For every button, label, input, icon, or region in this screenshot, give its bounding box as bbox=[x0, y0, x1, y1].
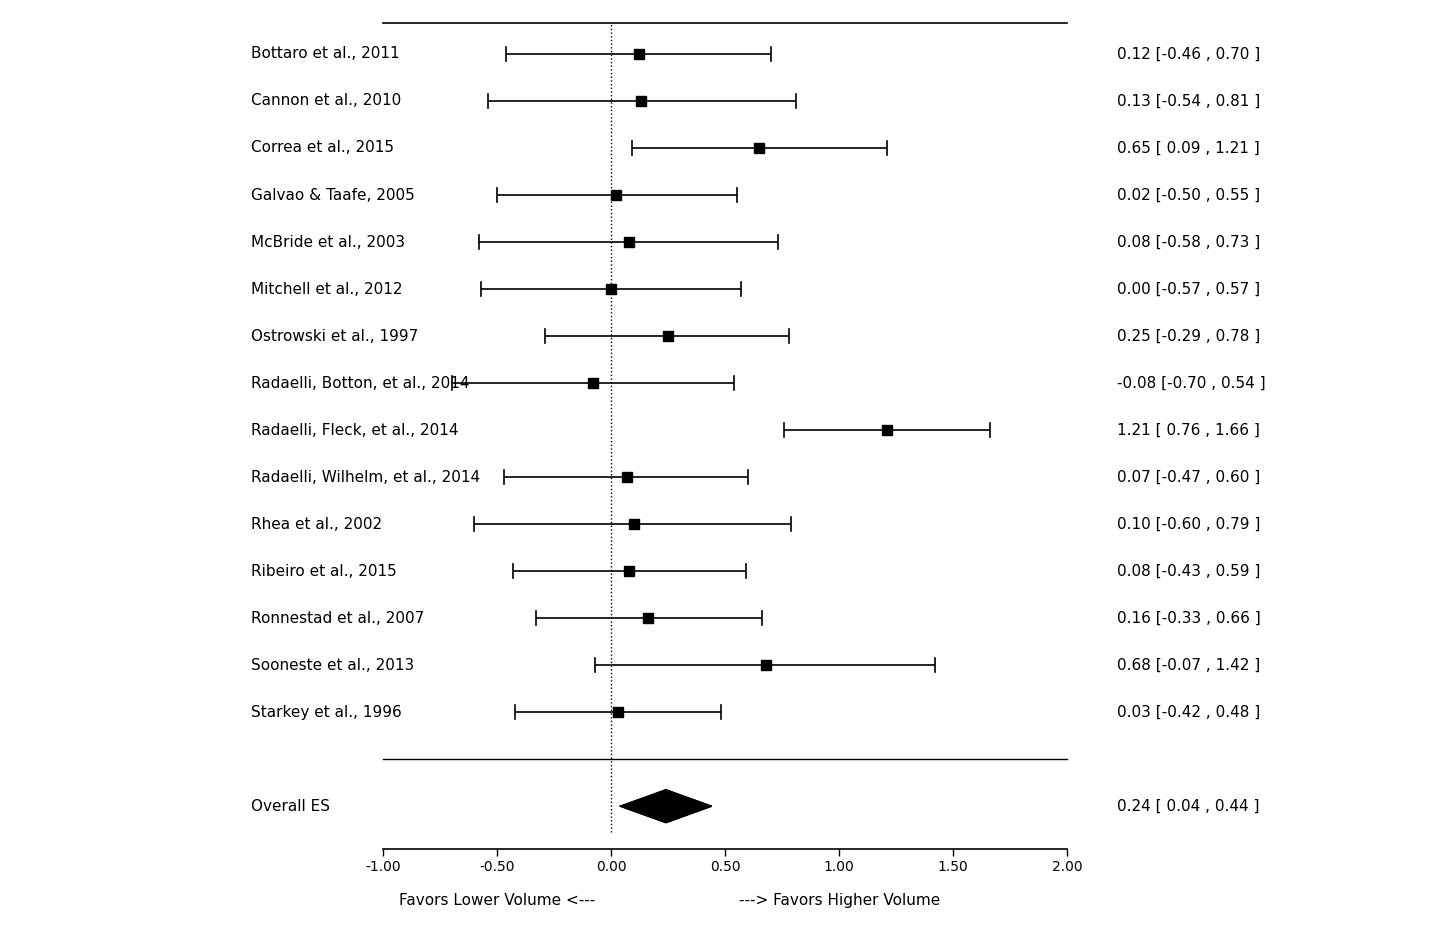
Text: 1.21 [ 0.76 , 1.66 ]: 1.21 [ 0.76 , 1.66 ] bbox=[1118, 422, 1261, 438]
Text: Sooneste et al., 2013: Sooneste et al., 2013 bbox=[250, 657, 414, 672]
Text: 0.25 [-0.29 , 0.78 ]: 0.25 [-0.29 , 0.78 ] bbox=[1118, 329, 1261, 344]
Text: 0.13 [-0.54 , 0.81 ]: 0.13 [-0.54 , 0.81 ] bbox=[1118, 94, 1261, 108]
Text: Radaelli, Wilhelm, et al., 2014: Radaelli, Wilhelm, et al., 2014 bbox=[250, 469, 481, 484]
Text: Radaelli, Fleck, et al., 2014: Radaelli, Fleck, et al., 2014 bbox=[250, 422, 459, 438]
Text: -0.08 [-0.70 , 0.54 ]: -0.08 [-0.70 , 0.54 ] bbox=[1118, 376, 1266, 391]
Text: Mitchell et al., 2012: Mitchell et al., 2012 bbox=[250, 282, 403, 296]
Text: 0.68 [-0.07 , 1.42 ]: 0.68 [-0.07 , 1.42 ] bbox=[1118, 657, 1261, 672]
Text: 0.08 [-0.58 , 0.73 ]: 0.08 [-0.58 , 0.73 ] bbox=[1118, 234, 1261, 249]
Text: Ronnestad et al., 2007: Ronnestad et al., 2007 bbox=[250, 610, 425, 626]
Text: ---> Favors Higher Volume: ---> Favors Higher Volume bbox=[738, 894, 940, 908]
Text: Favors Lower Volume <---: Favors Lower Volume <--- bbox=[399, 894, 596, 908]
Text: Ribeiro et al., 2015: Ribeiro et al., 2015 bbox=[250, 564, 397, 579]
Text: Cannon et al., 2010: Cannon et al., 2010 bbox=[250, 94, 401, 108]
Text: Correa et al., 2015: Correa et al., 2015 bbox=[250, 141, 394, 156]
Text: 0.16 [-0.33 , 0.66 ]: 0.16 [-0.33 , 0.66 ] bbox=[1118, 610, 1261, 626]
Text: 0.03 [-0.42 , 0.48 ]: 0.03 [-0.42 , 0.48 ] bbox=[1118, 705, 1261, 720]
Text: Starkey et al., 1996: Starkey et al., 1996 bbox=[250, 705, 401, 720]
Text: 0.08 [-0.43 , 0.59 ]: 0.08 [-0.43 , 0.59 ] bbox=[1118, 564, 1261, 579]
Text: Galvao & Taafe, 2005: Galvao & Taafe, 2005 bbox=[250, 187, 414, 203]
Text: Radaelli, Botton, et al., 2014: Radaelli, Botton, et al., 2014 bbox=[250, 376, 469, 391]
Text: Overall ES: Overall ES bbox=[250, 799, 330, 814]
Text: 0.12 [-0.46 , 0.70 ]: 0.12 [-0.46 , 0.70 ] bbox=[1118, 46, 1261, 61]
Text: McBride et al., 2003: McBride et al., 2003 bbox=[250, 234, 404, 249]
Polygon shape bbox=[620, 790, 711, 822]
Text: 0.65 [ 0.09 , 1.21 ]: 0.65 [ 0.09 , 1.21 ] bbox=[1118, 141, 1261, 156]
Text: 0.00 [-0.57 , 0.57 ]: 0.00 [-0.57 , 0.57 ] bbox=[1118, 282, 1261, 296]
Text: Bottaro et al., 2011: Bottaro et al., 2011 bbox=[250, 46, 400, 61]
Text: 0.10 [-0.60 , 0.79 ]: 0.10 [-0.60 , 0.79 ] bbox=[1118, 517, 1261, 532]
Text: Rhea et al., 2002: Rhea et al., 2002 bbox=[250, 517, 381, 532]
Text: 0.24 [ 0.04 , 0.44 ]: 0.24 [ 0.04 , 0.44 ] bbox=[1118, 799, 1261, 814]
Text: 0.07 [-0.47 , 0.60 ]: 0.07 [-0.47 , 0.60 ] bbox=[1118, 469, 1261, 484]
Text: Ostrowski et al., 1997: Ostrowski et al., 1997 bbox=[250, 329, 419, 344]
Text: 0.02 [-0.50 , 0.55 ]: 0.02 [-0.50 , 0.55 ] bbox=[1118, 187, 1261, 203]
